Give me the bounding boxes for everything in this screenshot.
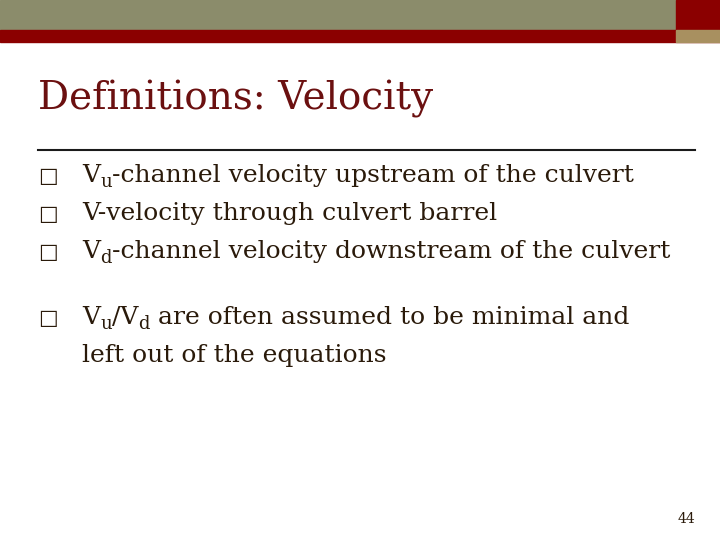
- Text: u: u: [100, 315, 112, 333]
- Text: -channel velocity upstream of the culvert: -channel velocity upstream of the culver…: [112, 164, 634, 187]
- Text: left out of the equations: left out of the equations: [82, 344, 387, 367]
- Text: V: V: [82, 240, 100, 263]
- Text: u: u: [100, 173, 112, 191]
- Bar: [676, 30, 720, 42]
- Bar: [676, 0, 720, 30]
- Text: V: V: [82, 306, 100, 329]
- Text: □: □: [38, 309, 58, 328]
- Text: /V: /V: [112, 306, 138, 329]
- Text: are often assumed to be minimal and: are often assumed to be minimal and: [150, 306, 629, 329]
- Text: □: □: [38, 167, 58, 186]
- Text: Definitions: Velocity: Definitions: Velocity: [38, 80, 433, 118]
- Text: V-velocity through culvert barrel: V-velocity through culvert barrel: [82, 202, 497, 225]
- Text: □: □: [38, 205, 58, 224]
- Text: d: d: [100, 249, 112, 267]
- Text: -channel velocity downstream of the culvert: -channel velocity downstream of the culv…: [112, 240, 670, 263]
- Text: V: V: [82, 164, 100, 187]
- Text: d: d: [138, 315, 150, 333]
- Bar: [0, 0, 676, 30]
- Text: 44: 44: [678, 512, 695, 526]
- Text: □: □: [38, 243, 58, 262]
- Bar: [0, 30, 720, 42]
